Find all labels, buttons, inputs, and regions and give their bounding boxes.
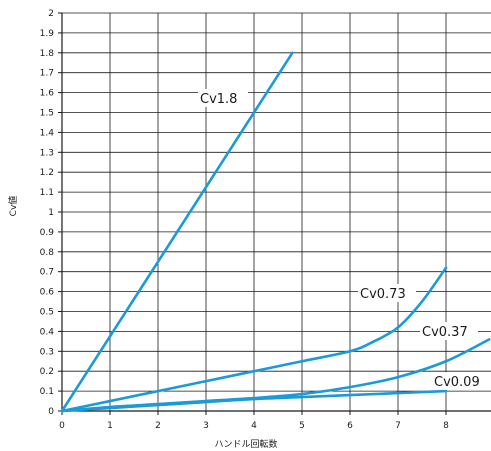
series-line-cv037 xyxy=(60,338,491,413)
x-tick-label: 6 xyxy=(347,421,353,431)
y-tick-label: 0.9 xyxy=(40,228,55,238)
y-tick-label: 0.7 xyxy=(40,268,54,278)
series-line-cv18 xyxy=(60,51,294,413)
y-tick-label: 0.6 xyxy=(40,288,55,298)
x-tick-labels: 0123456789 xyxy=(59,421,449,431)
series-lines xyxy=(60,51,491,413)
y-tick-label: 0.5 xyxy=(40,308,54,318)
series-label-bg-cv009 xyxy=(432,372,488,390)
x-tick-label: 7 xyxy=(395,421,401,431)
series-label-cv073: Cv0.73 xyxy=(360,287,406,302)
y-tick-label: 0.4 xyxy=(40,327,55,337)
y-tick-label: 1.3 xyxy=(40,148,54,158)
y-tick-label: 1 xyxy=(48,208,54,218)
y-tick-label: 1.6 xyxy=(40,89,55,99)
axes xyxy=(58,12,491,415)
series-label-cv18: Cv1.8 xyxy=(200,92,237,107)
y-tick-label: 1.4 xyxy=(40,128,55,138)
grid xyxy=(62,12,491,411)
y-tick-label: 1.2 xyxy=(40,168,54,178)
y-tick-label: 1.8 xyxy=(40,49,55,59)
y-tick-label: 0 xyxy=(48,407,54,417)
y-tick-label: 0.3 xyxy=(40,347,54,357)
x-tick-label: 1 xyxy=(107,421,113,431)
y-axis-label: Cv値 xyxy=(7,196,19,217)
series-line-cv009 xyxy=(60,389,448,413)
series-label-cv037: Cv0.37 xyxy=(422,325,468,340)
series-label-bg-cv18 xyxy=(198,89,248,107)
y-tick-label: 1.7 xyxy=(40,69,54,79)
x-tick-label: 2 xyxy=(155,421,161,431)
x-tick-label: 4 xyxy=(251,421,257,431)
series-label-cv009: Cv0.09 xyxy=(434,375,480,390)
y-tick-label: 2 xyxy=(48,9,54,19)
x-tick-label: 0 xyxy=(59,421,65,431)
y-tick-label: 0.2 xyxy=(40,367,54,377)
x-tick-label: 8 xyxy=(443,421,449,431)
x-tick-label: 5 xyxy=(299,421,305,431)
series-labels: Cv1.8 Cv0.73 Cv0.37 Cv0.09 xyxy=(198,89,488,390)
x-axis-label: ハンドル回転数 xyxy=(214,438,277,450)
y-tick-label: 0.8 xyxy=(40,248,55,258)
y-tick-labels: 0 0.1 0.2 0.3 0.4 0.5 0.6 0.7 0.8 0.9 1 1.1 1.2 1.3 1.… xyxy=(40,9,55,417)
x-tick-label: 3 xyxy=(203,421,209,431)
y-tick-label: 1.9 xyxy=(40,29,55,39)
y-tick-label: 0.1 xyxy=(40,387,54,397)
series-line-cv073 xyxy=(60,266,448,413)
series-label-bg-cv037 xyxy=(420,322,478,340)
series-label-bg-cv073 xyxy=(358,284,416,302)
y-tick-label: 1.5 xyxy=(40,109,54,119)
y-tick-label: 1.1 xyxy=(40,188,54,198)
